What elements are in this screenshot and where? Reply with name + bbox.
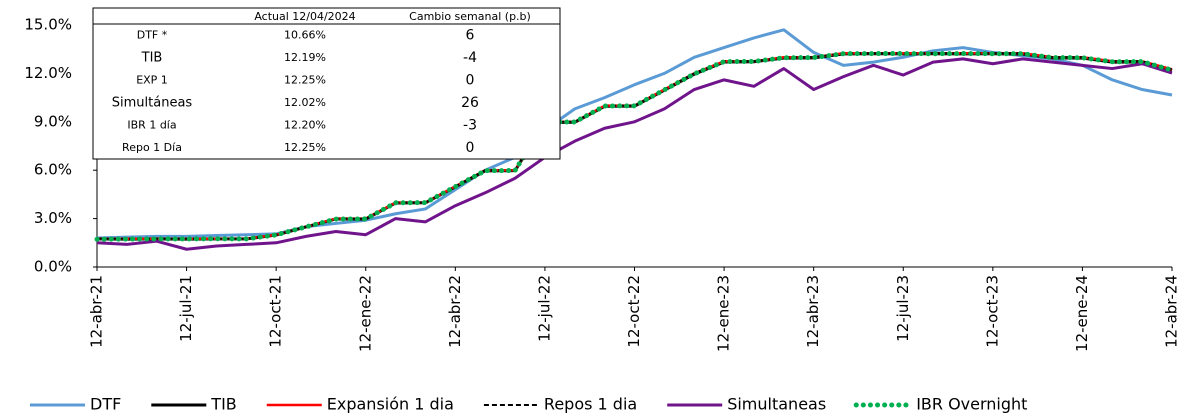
- x-tick-label: 12-jul-21: [177, 275, 195, 342]
- legend-label: IBR Overnight: [916, 395, 1027, 414]
- table-cell: 12.25%: [284, 141, 326, 154]
- series-line: [96, 57, 1173, 251]
- y-tick-label: 15.0%: [24, 16, 72, 34]
- table-cell: TIB: [141, 50, 163, 65]
- y-tick-label: 3.0%: [34, 209, 72, 227]
- legend-label: TIB: [210, 395, 236, 414]
- table-cell: -3: [463, 117, 477, 133]
- x-tick-label: 12-ene-24: [1073, 275, 1091, 352]
- table-cell: DTF *: [137, 28, 168, 41]
- table-cell: -4: [463, 50, 477, 66]
- table-cell: 10.66%: [284, 28, 326, 41]
- legend-label: Expansión 1 dia: [327, 395, 454, 414]
- table-cell: EXP 1: [136, 73, 168, 86]
- x-tick-label: 12-ene-23: [715, 275, 733, 352]
- y-tick-label: 6.0%: [34, 161, 72, 179]
- table-cell: 12.19%: [284, 51, 326, 64]
- x-tick-label: 12-abr-22: [446, 275, 464, 348]
- table-cell: 0: [466, 140, 475, 156]
- table-cell: 26: [461, 95, 479, 111]
- series-line: [94, 51, 1175, 242]
- table-header: Cambio semanal (p.b): [409, 10, 531, 23]
- y-tick-label: 12.0%: [24, 64, 72, 82]
- table-box: [92, 7, 561, 160]
- legend-label: Simultaneas: [727, 395, 826, 414]
- x-tick-label: 12-abr-23: [804, 275, 822, 348]
- table-cell: 0: [466, 72, 475, 88]
- x-tick-label: 12-abr-24: [1163, 275, 1181, 348]
- table-cell: Repo 1 Día: [122, 141, 182, 154]
- table-cell: 12.20%: [284, 118, 326, 131]
- x-tick-label: 12-jul-22: [535, 275, 553, 342]
- table-cell: IBR 1 día: [127, 118, 176, 131]
- x-tick-label: 12-ene-22: [356, 275, 374, 352]
- legend-label: DTF: [90, 395, 121, 414]
- x-tick-label: 12-oct-23: [983, 275, 1001, 348]
- x-tick-label: 12-oct-21: [267, 275, 285, 348]
- table-cell: 12.25%: [284, 73, 326, 86]
- table-cell: 6: [466, 27, 475, 43]
- x-tick-label: 12-oct-22: [625, 275, 643, 348]
- table-cell: Simultáneas: [112, 95, 193, 110]
- y-tick-label: 9.0%: [34, 112, 72, 130]
- legend-label: Repos 1 dia: [544, 395, 637, 414]
- table-header: Actual 12/04/2024: [254, 10, 355, 23]
- x-tick-label: 12-abr-21: [88, 275, 106, 348]
- y-tick-label: 0.0%: [34, 258, 72, 276]
- table-cell: 12.02%: [284, 96, 326, 109]
- x-tick-label: 12-jul-23: [894, 275, 912, 342]
